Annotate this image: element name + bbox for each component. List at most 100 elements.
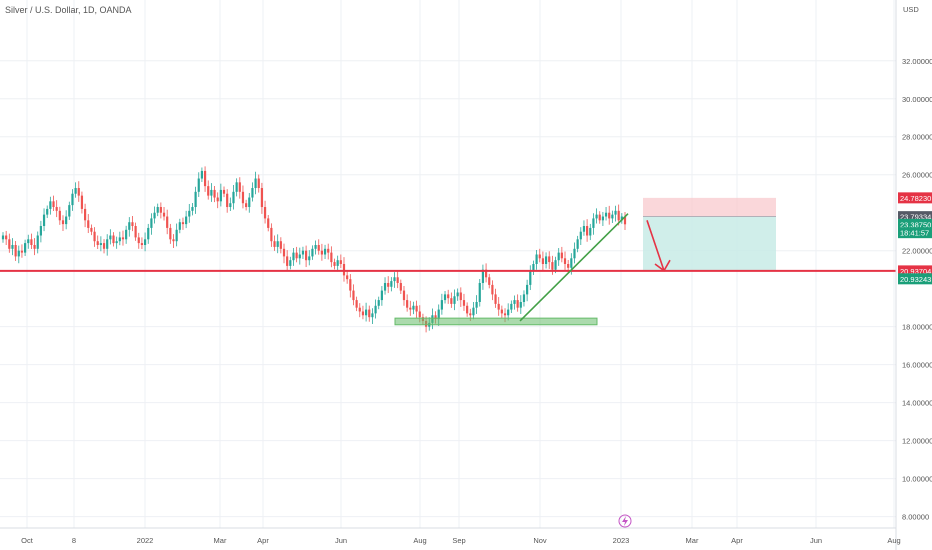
candle-body <box>623 216 627 225</box>
candle-body <box>156 207 159 213</box>
trend-line[interactable] <box>519 213 629 322</box>
candle-body <box>245 203 248 208</box>
drawings[interactable] <box>0 213 896 326</box>
candle-body <box>24 243 27 253</box>
candle-body <box>134 226 137 238</box>
candle-body <box>106 239 109 249</box>
time-axis[interactable]: Oct 8 2022 Mar Apr Jun Aug Sep Nov 2023 Mar Apr Jun A… <box>0 527 901 545</box>
price-axis[interactable]: 32.00000 30.00000 28.00000 26.00000 22.00000… <box>895 0 932 550</box>
candle-body <box>475 301 478 308</box>
price-tick-label: 12.00000 <box>902 437 932 446</box>
candle-body <box>620 216 623 221</box>
candle-body <box>241 191 245 204</box>
price-tick-label: 28.00000 <box>902 133 932 142</box>
candle-body <box>377 300 380 306</box>
candle-body <box>279 241 282 249</box>
candle-body <box>216 197 219 202</box>
candle-body <box>364 309 368 316</box>
candle-body <box>529 271 532 285</box>
candle-body <box>323 248 327 255</box>
candle-body <box>352 290 355 301</box>
candle-body <box>368 309 371 318</box>
candle-body <box>554 260 557 270</box>
candle-body <box>412 305 415 310</box>
candle-body <box>582 226 586 232</box>
candle-body <box>298 254 301 259</box>
candle-body <box>532 264 535 272</box>
candle-body <box>58 210 61 221</box>
candle-body <box>55 207 58 211</box>
candle-body <box>560 252 563 259</box>
candle-body <box>519 301 522 308</box>
price-badge-label: 20.93243 <box>900 275 931 284</box>
candle-body <box>402 290 406 301</box>
candle-body <box>507 309 510 316</box>
candle-body <box>137 237 140 244</box>
candle-body <box>484 269 488 278</box>
candle-body <box>178 222 181 230</box>
time-tick-label: Aug <box>413 536 426 545</box>
candle-body <box>20 250 24 253</box>
position-zones[interactable] <box>643 197 776 271</box>
price-badge <box>898 265 932 277</box>
time-tick-label: 8 <box>72 536 76 545</box>
candle-body <box>87 220 90 228</box>
lightning-icon-bolt <box>622 516 628 526</box>
candle-body <box>371 313 374 318</box>
candle-body <box>317 245 320 251</box>
candle-body <box>1 235 5 240</box>
candle-body <box>399 282 402 291</box>
lightning-icon[interactable] <box>618 514 632 528</box>
candle-body <box>282 248 286 257</box>
candle-body <box>232 191 235 204</box>
candle-body <box>5 235 8 240</box>
candlestick-series <box>1 166 627 333</box>
candle-body <box>614 210 617 215</box>
price-tick-label: 14.00000 <box>902 399 932 408</box>
candle-body <box>185 216 188 225</box>
candle-body <box>222 189 226 194</box>
candle-body <box>563 258 567 264</box>
candle-body <box>172 239 175 242</box>
time-tick-label: Apr <box>731 536 743 545</box>
candle-body <box>440 300 443 310</box>
candle-body <box>551 262 554 270</box>
price-badge <box>898 192 932 204</box>
support-zone[interactable] <box>394 317 598 326</box>
candle-body <box>589 227 592 236</box>
time-tick-label: Apr <box>257 536 269 545</box>
candle-body <box>387 282 390 287</box>
price-badge-label: 20.93704 <box>900 267 931 276</box>
candle-body <box>380 290 383 301</box>
candle-body <box>567 264 570 268</box>
candle-body <box>292 252 295 261</box>
price-tick-label: 10.00000 <box>902 475 932 484</box>
price-badge <box>898 211 932 223</box>
target-arrow-head <box>654 259 671 272</box>
candle-body <box>608 212 611 219</box>
candle-body <box>8 239 11 249</box>
candle-body <box>349 279 352 291</box>
candle-body <box>257 178 260 189</box>
price-tick-label: 32.00000 <box>902 57 932 66</box>
candle-body <box>289 260 292 266</box>
candle-body <box>42 214 46 227</box>
price-badge-label: 23.38750 <box>900 220 931 229</box>
candle-body <box>611 214 614 219</box>
candle-body <box>112 235 115 244</box>
target-arrow-shaft[interactable] <box>646 220 665 271</box>
time-tick-label: Aug <box>887 536 900 545</box>
candle-body <box>197 178 200 192</box>
candle-body <box>219 189 222 202</box>
candle-body <box>251 188 254 198</box>
candle-body <box>49 201 52 209</box>
candle-body <box>295 252 298 259</box>
candle-body <box>125 229 128 240</box>
candle-body <box>194 191 197 208</box>
candle-body <box>238 182 241 192</box>
candle-body <box>191 207 194 211</box>
candle-body <box>437 309 440 320</box>
price-tick-label: 18.00000 <box>902 323 932 332</box>
candle-body <box>598 214 601 221</box>
